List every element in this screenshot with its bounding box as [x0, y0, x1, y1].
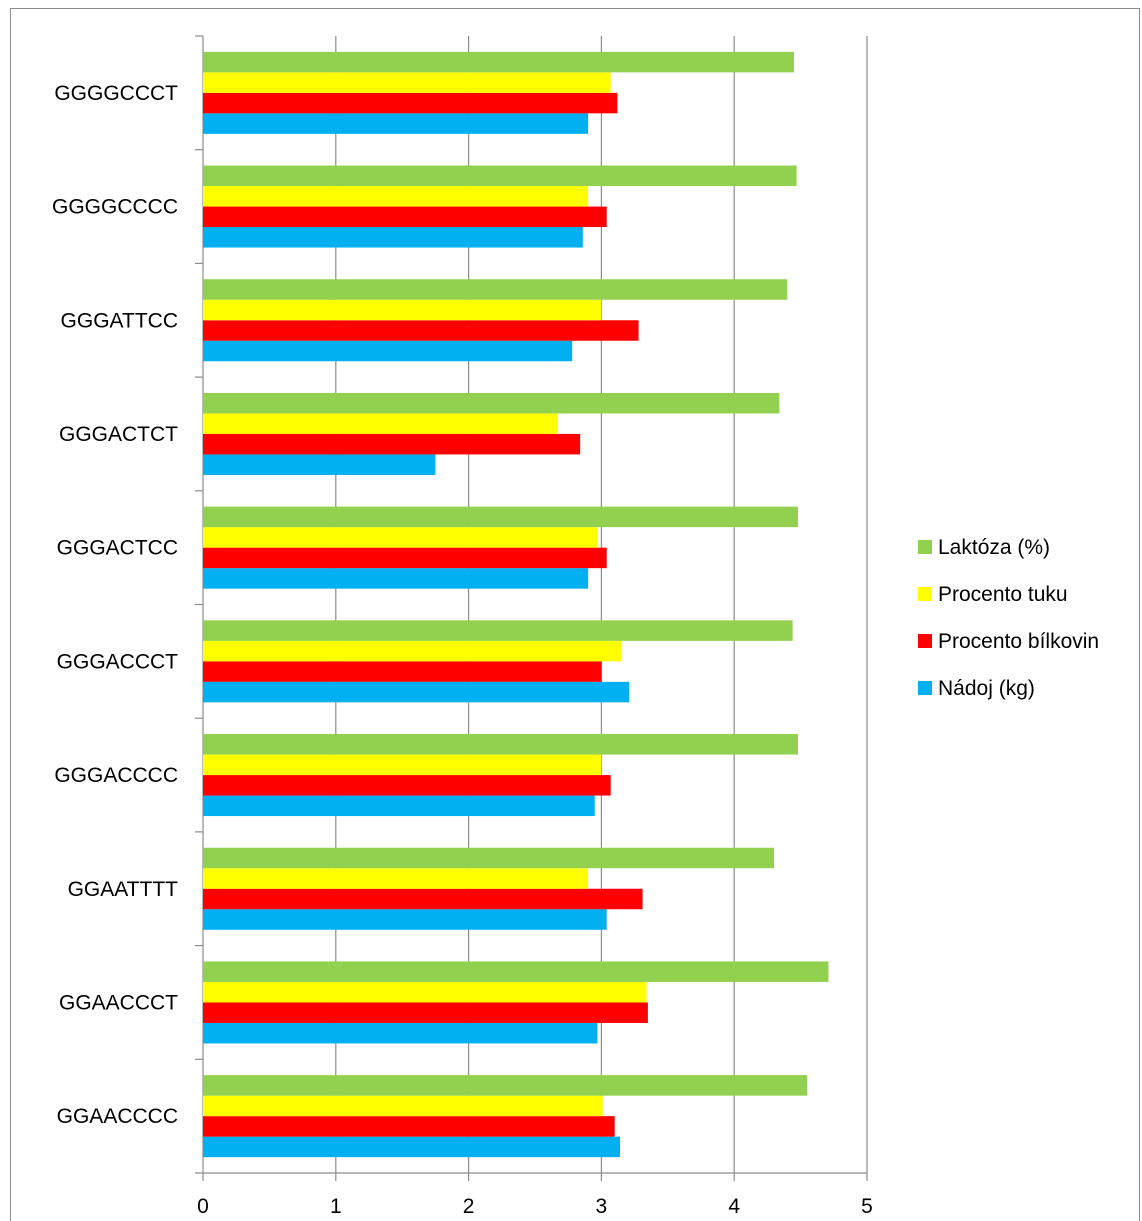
bar [203, 909, 607, 930]
x-tick-label: 2 [463, 1195, 475, 1218]
legend-swatch [918, 540, 932, 554]
category-label: GGGACTCT [59, 423, 178, 446]
category-label: GGAATTTT [68, 878, 179, 901]
bar [203, 227, 583, 248]
legend-swatch [918, 587, 932, 601]
bar [203, 165, 797, 187]
bar [203, 795, 595, 817]
category-label: GGGGCCCT [54, 82, 178, 105]
category-label: GGAACCCC [57, 1105, 178, 1128]
x-tick-label: 0 [197, 1195, 209, 1218]
x-tick-label: 3 [596, 1195, 608, 1218]
legend-swatch [918, 681, 932, 695]
legend-swatch [918, 634, 932, 648]
bar [203, 433, 581, 455]
bar [203, 113, 589, 134]
category-label: GGGACTCC [57, 537, 178, 560]
bar [203, 299, 602, 321]
bar [203, 1075, 808, 1096]
bar [203, 206, 607, 228]
bar [203, 568, 589, 589]
category-label: GGGACCCC [54, 764, 178, 787]
category-label: GGGATTCC [61, 309, 178, 332]
bar [203, 51, 794, 73]
bar [203, 1095, 603, 1117]
bar [203, 1116, 615, 1137]
bar [203, 620, 793, 641]
legend-label: Laktóza (%) [938, 536, 1050, 559]
x-tick-label: 5 [861, 1195, 873, 1218]
bar [203, 279, 788, 300]
legend-label: Procento tuku [938, 583, 1068, 606]
bar [203, 888, 643, 910]
bar [203, 92, 618, 114]
legend-label: Procento bílkovin [938, 630, 1099, 653]
x-tick-label: 4 [728, 1195, 740, 1218]
bar [203, 1136, 620, 1158]
bar [203, 681, 630, 703]
bar [203, 392, 780, 414]
bar [203, 72, 611, 93]
bar [203, 527, 598, 548]
bar [203, 754, 602, 776]
bar [203, 506, 798, 528]
category-label: GGGGCCCC [52, 196, 178, 219]
bars [203, 51, 829, 1158]
bar [203, 1022, 598, 1044]
bar [203, 640, 622, 662]
bar [203, 868, 589, 889]
bar [203, 413, 558, 434]
bar [203, 186, 589, 207]
bar [203, 734, 798, 755]
bar [203, 340, 573, 362]
category-label: GGGACCCT [57, 650, 179, 673]
bar [203, 1002, 648, 1023]
legend: Laktóza (%) Procento tuku Procento bílkovi… [918, 536, 1099, 700]
bar [203, 981, 647, 1003]
bar [203, 847, 775, 869]
bar [203, 454, 436, 475]
bar [203, 547, 607, 569]
bar [203, 961, 829, 982]
x-tick-label: 1 [330, 1195, 342, 1218]
bar [203, 661, 602, 682]
category-label: GGAACCCT [59, 991, 178, 1014]
bar [203, 320, 639, 341]
bar [203, 775, 611, 796]
legend-label: Nádoj (kg) [938, 677, 1035, 700]
